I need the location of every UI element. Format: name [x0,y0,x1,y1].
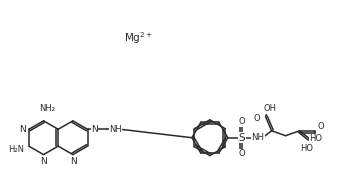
Text: O: O [238,149,245,158]
Text: HO: HO [300,144,313,153]
Text: N: N [20,125,26,134]
Text: O: O [238,117,245,126]
Text: Mg$^{2+}$: Mg$^{2+}$ [124,31,153,46]
Text: N: N [91,125,98,134]
Text: NH₂: NH₂ [40,104,56,113]
Text: H₂N: H₂N [8,145,24,154]
Text: O: O [315,135,322,144]
Text: S: S [238,133,245,143]
Text: O: O [317,122,324,131]
Text: HO: HO [309,134,322,143]
Text: N: N [40,157,47,166]
Text: NH: NH [109,125,122,134]
Text: NH: NH [251,133,264,142]
Text: OH: OH [263,104,276,113]
Text: N: N [70,157,77,166]
Text: O: O [253,114,260,123]
